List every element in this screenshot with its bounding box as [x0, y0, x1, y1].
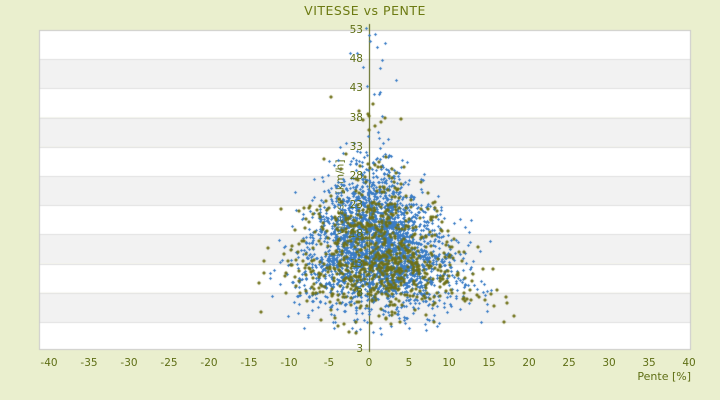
y-tick-label: 8 [356, 286, 363, 299]
y-tick-label: 23 [349, 199, 363, 212]
y-tick-label: 38 [349, 111, 363, 124]
x-tick-label: -20 [200, 357, 218, 369]
x-tick-label: 40 [682, 357, 696, 369]
x-axis-title: Pente [%] [637, 370, 691, 383]
y-tick-label: 33 [349, 140, 363, 153]
x-tick-label: 35 [642, 357, 656, 369]
y-tick-label: 3 [356, 343, 363, 355]
x-tick-label: 5 [405, 357, 413, 369]
x-tick-label: -35 [80, 357, 98, 369]
x-tick-label: 30 [602, 357, 616, 369]
x-tick-label: -40 [40, 357, 58, 369]
y-tick-label: 18 [349, 228, 363, 241]
x-tick-label: 25 [562, 357, 576, 369]
x-tick-label: 0 [365, 357, 373, 369]
x-tick-label: -30 [120, 357, 138, 369]
y-tick-label: 43 [349, 82, 363, 95]
x-tick-label: -5 [323, 357, 335, 369]
x-tick-label: -15 [240, 357, 258, 369]
y-tick-label: 53 [349, 24, 363, 36]
y-tick-label: 48 [349, 53, 363, 66]
x-tick-label: -10 [280, 357, 298, 369]
y-tick-label: 28 [349, 170, 363, 182]
x-tick-label: 20 [522, 357, 536, 369]
y-tick-label: 13 [349, 257, 363, 270]
x-tick-label: 15 [482, 357, 496, 369]
x-tick-label: -25 [160, 357, 178, 369]
chart-title: VITESSE vs PENTE [304, 3, 426, 18]
x-tick-label: 10 [442, 357, 456, 369]
